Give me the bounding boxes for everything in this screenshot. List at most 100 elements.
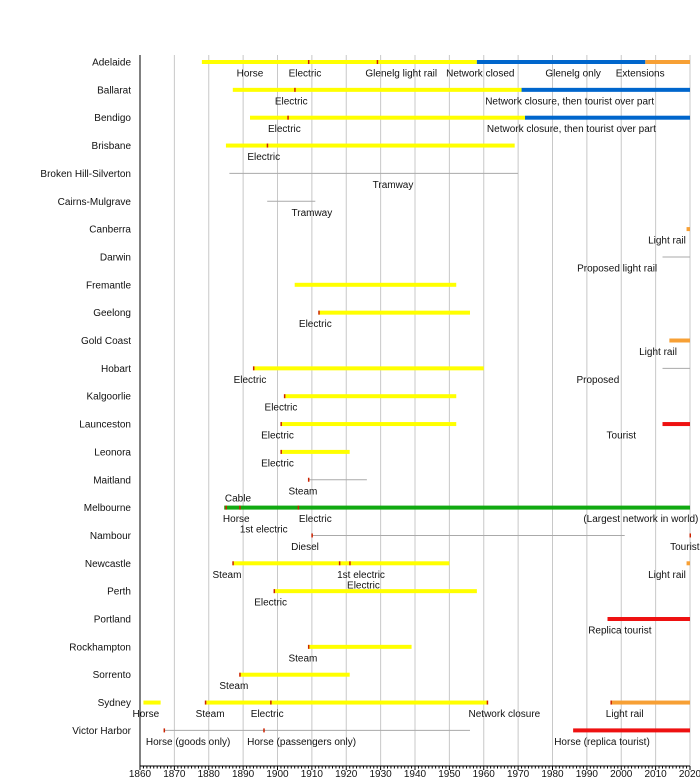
period-bar-yellow: [232, 87, 522, 92]
event-mark: [280, 449, 282, 454]
event-label: Steam: [196, 709, 225, 720]
row-newcastle: Newcastle Steam 1st electric Light rail Elec…: [85, 559, 690, 591]
row-label: Sydney: [98, 698, 131, 709]
row-label: Melbourne: [84, 503, 132, 514]
x-tick-label: 1950: [438, 769, 461, 780]
event-mark: [307, 644, 310, 649]
row-label: Adelaide: [92, 58, 131, 69]
x-tick-label: 1920: [335, 769, 358, 780]
row-label: Bendigo: [94, 113, 131, 124]
event-label: Horse: [237, 69, 264, 80]
rows: Adelaide Horse Electric Glenelg light rail N…: [40, 58, 699, 748]
event-mark: [283, 394, 286, 399]
row-label: Launceston: [79, 420, 131, 431]
event-mark: [307, 477, 310, 482]
x-tick-label: 2000: [610, 769, 633, 780]
period-bar-green: [224, 505, 690, 510]
event-label: Proposed light rail: [577, 263, 657, 274]
x-tick-label: 1900: [266, 769, 289, 780]
x-tick-label: 1910: [301, 769, 324, 780]
event-mark: [263, 728, 265, 733]
period-bar-yellow: [274, 589, 477, 594]
event-label: Cable: [225, 494, 252, 505]
event-label: Steam: [288, 486, 317, 497]
event-label: 1st electric: [337, 570, 385, 581]
row-label: Perth: [107, 587, 131, 598]
period-bar-red: [573, 728, 690, 733]
event-label: Tourist: [607, 431, 637, 442]
event-label: Light rail: [648, 236, 686, 247]
event-label: Tramway: [373, 180, 414, 191]
event-label: Proposed: [576, 375, 619, 386]
period-bar-yellow: [253, 366, 484, 371]
period-bar-blue: [476, 60, 646, 64]
event-mark: [163, 728, 166, 733]
event-label: Network closed: [446, 69, 514, 80]
event-label: Glenelg only: [545, 69, 601, 80]
event-label: Light rail: [639, 347, 677, 358]
x-tick-label: 2020: [679, 769, 700, 780]
period-bar-yellow: [294, 282, 457, 287]
event-label: Electric: [261, 431, 294, 442]
period-bar-yellow: [284, 394, 457, 399]
x-tick-label: 1890: [232, 769, 255, 780]
event-mark: [225, 505, 227, 510]
x-tick-label: 2010: [645, 769, 668, 780]
period-bar-yellow: [232, 561, 450, 566]
event-mark: [311, 533, 313, 538]
event-label: Electric: [265, 403, 298, 414]
row-canberra: Canberra Light rail: [89, 225, 690, 247]
period-bar-yellow: [318, 310, 470, 315]
period-bar-orange: [686, 227, 690, 232]
x-tick-label: 1860: [129, 769, 152, 780]
x-tick-label: 1980: [541, 769, 564, 780]
event-label: Light rail: [606, 709, 644, 720]
row-gold-coast: Gold Coast Light rail: [81, 336, 690, 358]
event-label: Tramway: [292, 208, 333, 219]
row-broken-hill-silverton: Broken Hill-Silverton Tramway: [40, 169, 519, 191]
event-label: Electric: [299, 514, 332, 525]
period-bar-yellow: [205, 700, 488, 705]
event-label: Steam: [219, 681, 248, 692]
period-bar-blue: [521, 87, 690, 92]
row-label: Hobart: [101, 364, 131, 375]
event-label: Glenelg light rail: [365, 69, 437, 80]
row-nambour: Nambour Diesel Tourist: [90, 531, 700, 553]
event-label: Horse (replica tourist): [554, 737, 650, 748]
row-label: Nambour: [90, 531, 132, 542]
x-tick-label: 1930: [370, 769, 393, 780]
period-bar-blue: [525, 115, 690, 120]
row-label: Broken Hill-Silverton: [40, 169, 131, 180]
row-label: Geelong: [93, 308, 131, 319]
period-bar-orange: [610, 700, 690, 705]
event-mark: [252, 366, 255, 371]
x-tick-label: 1940: [404, 769, 427, 780]
row-label: Rockhampton: [69, 642, 131, 653]
event-label: Horse (goods only): [146, 737, 230, 748]
event-mark: [307, 60, 310, 64]
row-melbourne: Melbourne Cable Horse Electric (Largest netw…: [84, 494, 699, 536]
event-mark: [239, 505, 241, 510]
period-bar-orange: [669, 338, 690, 343]
period-bar-yellow: [308, 644, 412, 649]
event-mark: [349, 561, 351, 566]
period-bar-yellow: [201, 60, 477, 64]
event-label: Electric: [275, 96, 308, 107]
row-maitland: Maitland Steam: [93, 475, 367, 497]
x-tick-label: 1960: [473, 769, 496, 780]
row-hobart: Hobart Electric Proposed: [101, 364, 690, 386]
event-mark: [297, 505, 300, 510]
event-label: 1st electric: [240, 525, 288, 536]
row-adelaide: Adelaide Horse Electric Glenelg light rail N…: [92, 58, 690, 80]
period-bar-yellow: [239, 672, 350, 677]
event-label: Network closure: [469, 709, 541, 720]
event-label: Electric: [254, 598, 287, 609]
row-label: Darwin: [100, 252, 131, 263]
event-label: Steam: [288, 653, 317, 664]
event-label: (Largest network in world): [583, 514, 698, 525]
event-label: Electric: [268, 124, 301, 135]
period-bar-yellow: [280, 449, 350, 454]
event-label: Diesel: [291, 542, 319, 553]
event-mark: [273, 589, 276, 594]
